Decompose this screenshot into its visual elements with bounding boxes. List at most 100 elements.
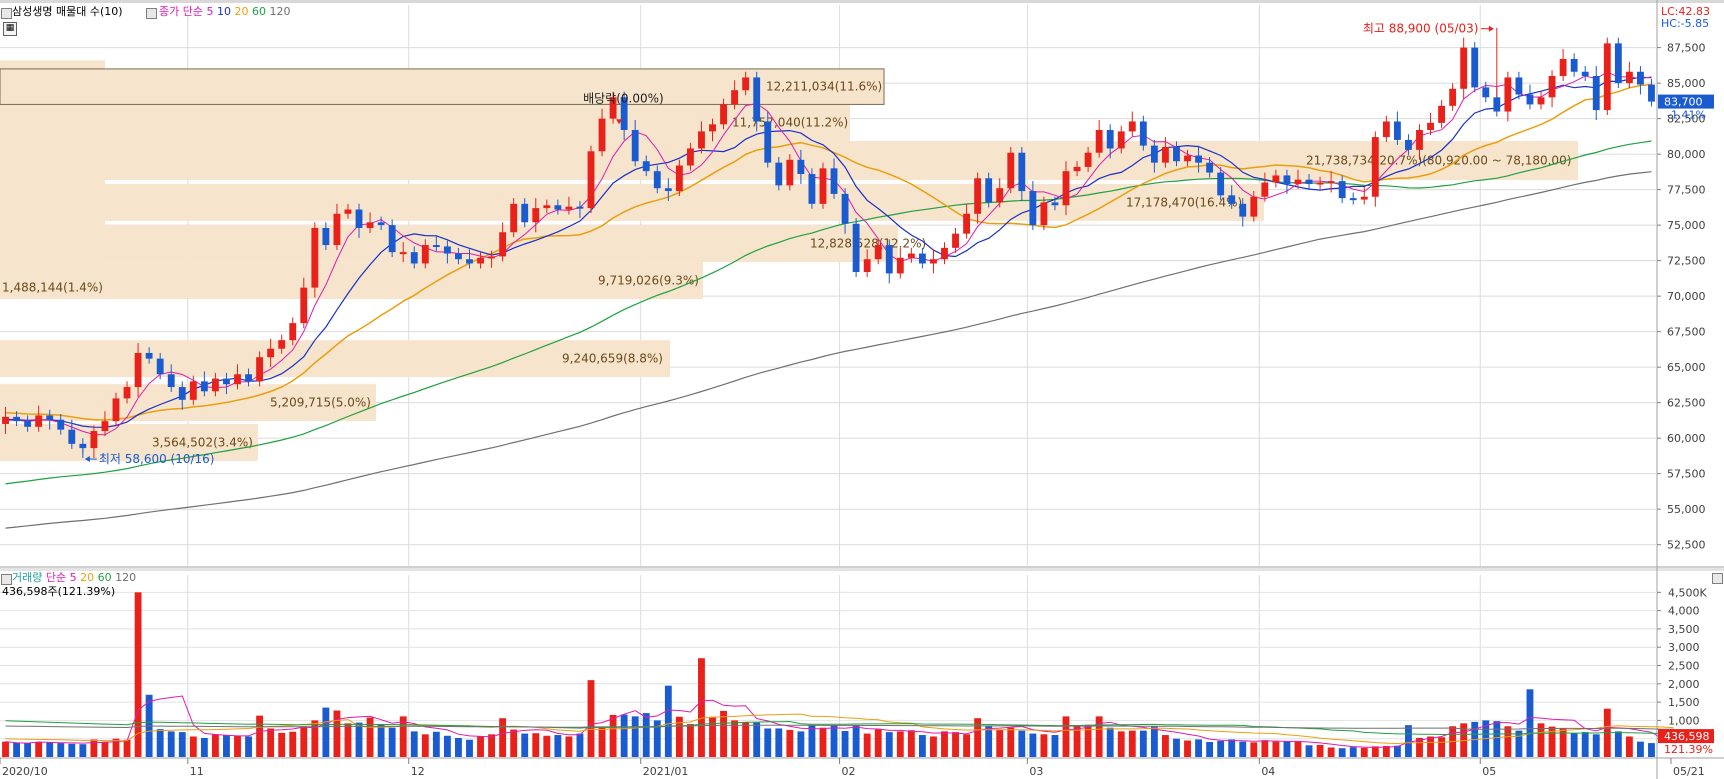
candle-body [907,253,915,258]
candle-body [941,247,948,260]
x-tick-label: 2020/10 [2,765,48,778]
volume-bar [211,734,219,757]
candle-body [1206,162,1214,173]
candle-body [1018,152,1026,192]
x-tick-label: 2021/01 [643,765,689,778]
price-tick-label: 67,500 [1667,326,1706,339]
candle-body [1106,129,1114,149]
candle-body [952,233,959,248]
volume-tick-label: 2,000 [1668,678,1700,691]
candle-body [1051,202,1059,206]
volume-bar [1382,746,1390,757]
candle-body [466,259,473,264]
volume-bar [1173,738,1180,757]
volume-bar [985,726,993,757]
volume-bar [709,716,716,757]
candle-body [311,227,319,288]
candle-body [35,415,43,427]
candle-body [211,378,219,392]
volume-panel-toggle-icon[interactable] [1,574,12,585]
candle-body [709,124,716,132]
volume-bar [742,722,750,757]
candle-body [698,131,705,149]
candle-body [1405,139,1412,150]
candle-body [742,77,750,91]
chart-title[interactable]: 삼성생명 매물대 수(10) [12,5,123,18]
volume-bar [1283,741,1291,757]
candle-body [598,118,606,152]
candle-body [79,443,87,449]
volume-tick-label: 2,500 [1668,660,1700,673]
candle-body [1084,152,1092,167]
volume-last-label: 436,598 [1664,730,1710,743]
volume-bar [311,720,319,757]
candle-body [1161,147,1169,163]
candle-body [1261,182,1269,197]
candle-body [686,148,694,166]
volume-bar [377,724,385,757]
volume-bar [466,739,473,757]
price-legend[interactable]: 종가 단순 5 10 20 60 120 [159,5,290,19]
price-tick-label: 75,000 [1667,219,1706,232]
volume-ma20-line [5,713,1674,745]
volume-profile-label: 12,828,528(12.2%) [810,237,926,251]
table-icon[interactable]: ▦ [3,22,17,36]
candle-body [1040,202,1048,226]
candle-body [1559,58,1567,77]
candle-body [1592,76,1600,111]
candle-body [1117,131,1125,149]
volume-legend-60: 60 [97,571,112,584]
volume-tick-label: 3,000 [1668,641,1700,654]
volume-bar [1062,716,1070,757]
candle-body [1338,181,1346,199]
volume-bar [1493,721,1501,757]
candle-body [1526,94,1534,105]
volume-bar [1018,730,1026,757]
volume-bar [1559,728,1567,757]
price-tick-label: 57,500 [1667,468,1706,481]
candle-body [1504,77,1512,112]
candle-body [1581,71,1589,77]
candle-body [731,90,739,105]
candle-body [786,159,794,186]
candle-body [532,208,540,223]
candle-body [234,374,241,385]
volume-bar [675,716,683,757]
candle-body [554,205,562,210]
panel-gap [0,568,1724,571]
volume-bar [1250,742,1258,757]
volume-tick-label: 4,000 [1668,605,1700,618]
candle-body [223,378,230,385]
volume-bar [1614,731,1622,757]
candle-body [775,162,783,186]
low-arrow-head [84,456,90,463]
volume-profile-label: 5,209,715(5.0%) [270,396,371,410]
volume-bar [432,731,440,757]
candle-body [1382,121,1390,138]
x-tick-label: 04 [1261,765,1275,778]
candle-body [355,209,363,228]
volume-bar [1294,741,1302,757]
volume-bar [410,731,418,757]
ma-toggle-icon[interactable] [146,8,157,19]
candle-body [1239,203,1247,217]
candle-body [1294,179,1302,184]
volume-panel-close-icon[interactable] [1712,573,1723,584]
volume-bar [1427,736,1434,757]
volume-bar [234,735,241,757]
candle-body [443,246,451,254]
candle-body [1449,88,1457,106]
volume-legend[interactable]: 거래량 단순 5 20 60 120 [12,571,136,585]
volume-bar [720,710,727,757]
volume-bar [1515,730,1523,757]
volume-bar [1592,734,1600,757]
volume-bar [322,707,330,757]
panel-toggle-icon[interactable] [1,8,12,19]
candle-body [510,203,518,233]
candle-body [1327,181,1335,184]
candle-body [488,256,496,259]
candle-body [1316,182,1324,185]
volume-bar [1272,741,1280,757]
candle-body [46,415,54,420]
volume-bar [13,742,20,757]
